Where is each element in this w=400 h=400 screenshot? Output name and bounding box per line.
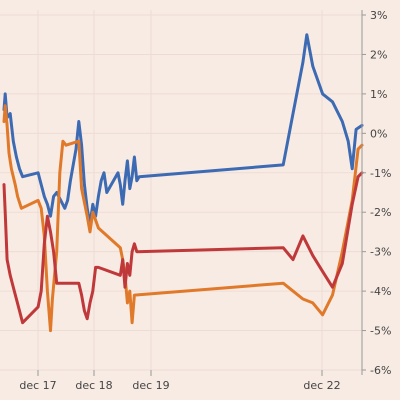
y-tick-label: 2% xyxy=(370,48,387,61)
y-tick-label: -5% xyxy=(370,325,391,338)
grid-layer xyxy=(0,10,362,375)
series-layer xyxy=(2,33,364,333)
x-tick-label: dec 17 xyxy=(19,379,56,392)
x-tick-label: dec 19 xyxy=(132,379,169,392)
series-line-3 xyxy=(2,171,364,325)
axis-layer: 3% 2% 1% 0% -1% -2% -3% -4% -5% -6% dec 17 dec 18 de… xyxy=(19,9,391,392)
series-line-2 xyxy=(2,104,364,333)
y-tick-label: -1% xyxy=(370,167,391,180)
y-tick-label: -3% xyxy=(370,246,391,259)
x-tick-label: dec 22 xyxy=(303,379,340,392)
x-tick-label: dec 18 xyxy=(75,379,112,392)
y-tick-label: -2% xyxy=(370,206,391,219)
series-line-1 xyxy=(2,33,364,226)
y-tick-label: 1% xyxy=(370,88,387,101)
y-tick-label: 3% xyxy=(370,9,387,22)
y-tick-label: 0% xyxy=(370,127,387,140)
y-tick-label: -4% xyxy=(370,285,391,298)
y-tick-label: -6% xyxy=(370,364,391,377)
